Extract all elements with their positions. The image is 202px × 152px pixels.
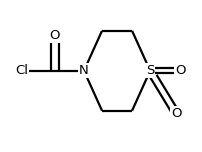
Text: S: S	[146, 64, 154, 77]
Text: O: O	[171, 107, 181, 120]
Text: Cl: Cl	[15, 64, 28, 77]
Text: O: O	[50, 29, 60, 42]
Text: O: O	[175, 64, 185, 77]
Text: N: N	[79, 64, 89, 77]
